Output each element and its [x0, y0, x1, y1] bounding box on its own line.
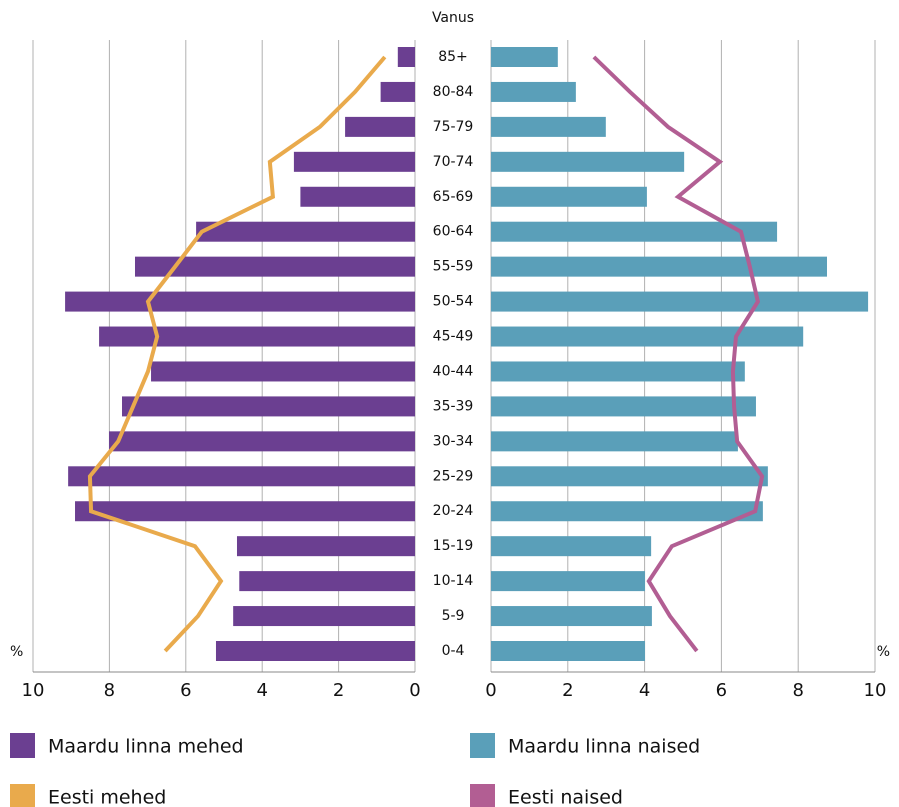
- bar: [68, 466, 416, 487]
- x-tick-label: 10: [864, 680, 887, 701]
- bar: [491, 641, 645, 661]
- category-label: 80-84: [433, 84, 474, 100]
- bar: [215, 641, 415, 661]
- bar: [491, 116, 606, 137]
- bar: [380, 81, 415, 102]
- bar: [239, 571, 415, 592]
- bar: [491, 431, 738, 452]
- bar: [491, 501, 763, 522]
- x-tick-label: 0: [409, 680, 420, 701]
- bar: [134, 256, 415, 277]
- legend-swatch: [10, 733, 35, 758]
- bar: [491, 47, 558, 67]
- category-label: 65-69: [433, 189, 474, 205]
- bar: [122, 396, 416, 417]
- bar: [236, 536, 415, 557]
- bar: [109, 431, 415, 452]
- category-label: 25-29: [433, 468, 474, 484]
- x-tick-label: 2: [562, 680, 573, 701]
- bar: [345, 116, 415, 137]
- bar: [75, 501, 416, 522]
- bar: [99, 326, 415, 347]
- unit-label: %: [10, 644, 23, 660]
- legend-label: Eesti naised: [508, 787, 623, 807]
- category-label: 55-59: [433, 259, 474, 275]
- legend-swatch: [10, 784, 35, 807]
- bar: [491, 466, 768, 487]
- bar: [491, 361, 745, 382]
- category-label: 45-49: [433, 329, 474, 345]
- category-label: 40-44: [433, 363, 474, 379]
- bar: [491, 326, 804, 347]
- bar: [491, 81, 576, 102]
- bar: [491, 291, 869, 312]
- legend-swatch: [470, 784, 495, 807]
- category-label: 75-79: [433, 119, 474, 135]
- category-label: 30-34: [433, 433, 474, 449]
- line: [87, 55, 387, 653]
- x-tick-label: 6: [716, 680, 727, 701]
- bar: [491, 606, 652, 627]
- category-label: 85+: [438, 49, 468, 65]
- legend-label: Maardu linna mehed: [48, 736, 244, 758]
- category-label: 10-14: [433, 573, 474, 589]
- bar: [196, 221, 415, 242]
- category-label: 70-74: [433, 154, 474, 170]
- bar: [233, 606, 415, 627]
- x-tick-label: 0: [485, 680, 496, 701]
- x-tick-label: 4: [256, 680, 267, 701]
- legend-swatch: [470, 733, 495, 758]
- axis-title: Vanus: [432, 10, 474, 26]
- category-label: 15-19: [433, 538, 474, 554]
- category-label: 5-9: [442, 608, 465, 624]
- category-label: 50-54: [433, 294, 474, 310]
- bar: [491, 221, 778, 242]
- x-tick-label: 10: [22, 680, 45, 701]
- bar: [491, 151, 685, 172]
- bar: [151, 361, 415, 382]
- category-label: 0-4: [442, 643, 465, 659]
- bar: [293, 151, 415, 172]
- category-label: 60-64: [433, 224, 474, 240]
- category-label: 20-24: [433, 503, 474, 519]
- x-tick-label: 4: [639, 680, 650, 701]
- x-tick-label: 6: [180, 680, 191, 701]
- bar: [491, 186, 647, 207]
- legend-label: Maardu linna naised: [508, 736, 700, 758]
- bar: [65, 291, 415, 312]
- legend-label: Eesti mehed: [48, 787, 166, 807]
- category-label: 35-39: [433, 398, 474, 414]
- x-tick-label: 2: [333, 680, 344, 701]
- bar: [491, 536, 652, 557]
- x-tick-label: 8: [104, 680, 115, 701]
- bar: [300, 186, 415, 207]
- bar: [397, 47, 415, 67]
- bar: [491, 571, 645, 592]
- line: [592, 55, 765, 653]
- bar: [491, 256, 827, 277]
- unit-label: %: [877, 644, 890, 660]
- bar: [491, 396, 756, 417]
- x-tick-label: 8: [792, 680, 803, 701]
